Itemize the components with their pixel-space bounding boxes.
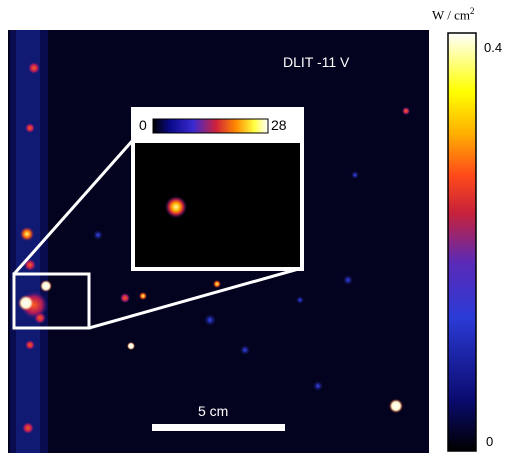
- inset-colorbar: [152, 118, 269, 134]
- glow-spot: [343, 275, 353, 285]
- measurement-label: DLIT -11 V: [283, 54, 350, 70]
- zoom-line-bottom: [88, 266, 303, 330]
- hot-spot: [18, 295, 34, 311]
- hot-spot: [24, 259, 36, 271]
- edge-glow-core: [16, 30, 40, 453]
- glow-spot: [93, 230, 103, 240]
- inset-hot-spot: [165, 196, 187, 218]
- colorbar-unit: W / cm2: [432, 6, 475, 23]
- hot-spot: [139, 292, 147, 300]
- hot-spot: [25, 123, 35, 133]
- zoom-line-top: [12, 139, 135, 275]
- hot-spot: [20, 227, 34, 241]
- glow-spot: [313, 381, 323, 391]
- inset-image: [135, 143, 300, 267]
- hot-spot: [127, 342, 135, 350]
- inset-min-label: 0: [139, 117, 147, 133]
- colorbar-unit-exponent: 2: [470, 6, 475, 16]
- hot-spot: [28, 62, 40, 74]
- hot-spot: [402, 107, 410, 115]
- scale-bar: [152, 424, 285, 431]
- hot-spot: [22, 422, 34, 434]
- glow-spot: [204, 314, 216, 326]
- hot-spot: [40, 280, 52, 292]
- hot-spot: [34, 312, 46, 324]
- inset-max-label: 28: [271, 117, 287, 133]
- glow-spot: [351, 171, 359, 179]
- colorbar-min-label: 0: [486, 434, 494, 449]
- magnified-region-box: [12, 272, 91, 330]
- hot-spot: [389, 399, 403, 413]
- colorbar-unit-text: W / cm: [432, 7, 471, 23]
- glow-spot: [240, 345, 250, 355]
- glow-spot: [296, 296, 304, 304]
- scale-bar-label: 5 cm: [198, 403, 229, 419]
- colorbar-max-label: 0.4: [484, 40, 503, 55]
- hot-spot: [120, 293, 130, 303]
- hot-spot: [25, 340, 35, 350]
- colorbar: [447, 32, 477, 452]
- hot-spot: [213, 280, 221, 288]
